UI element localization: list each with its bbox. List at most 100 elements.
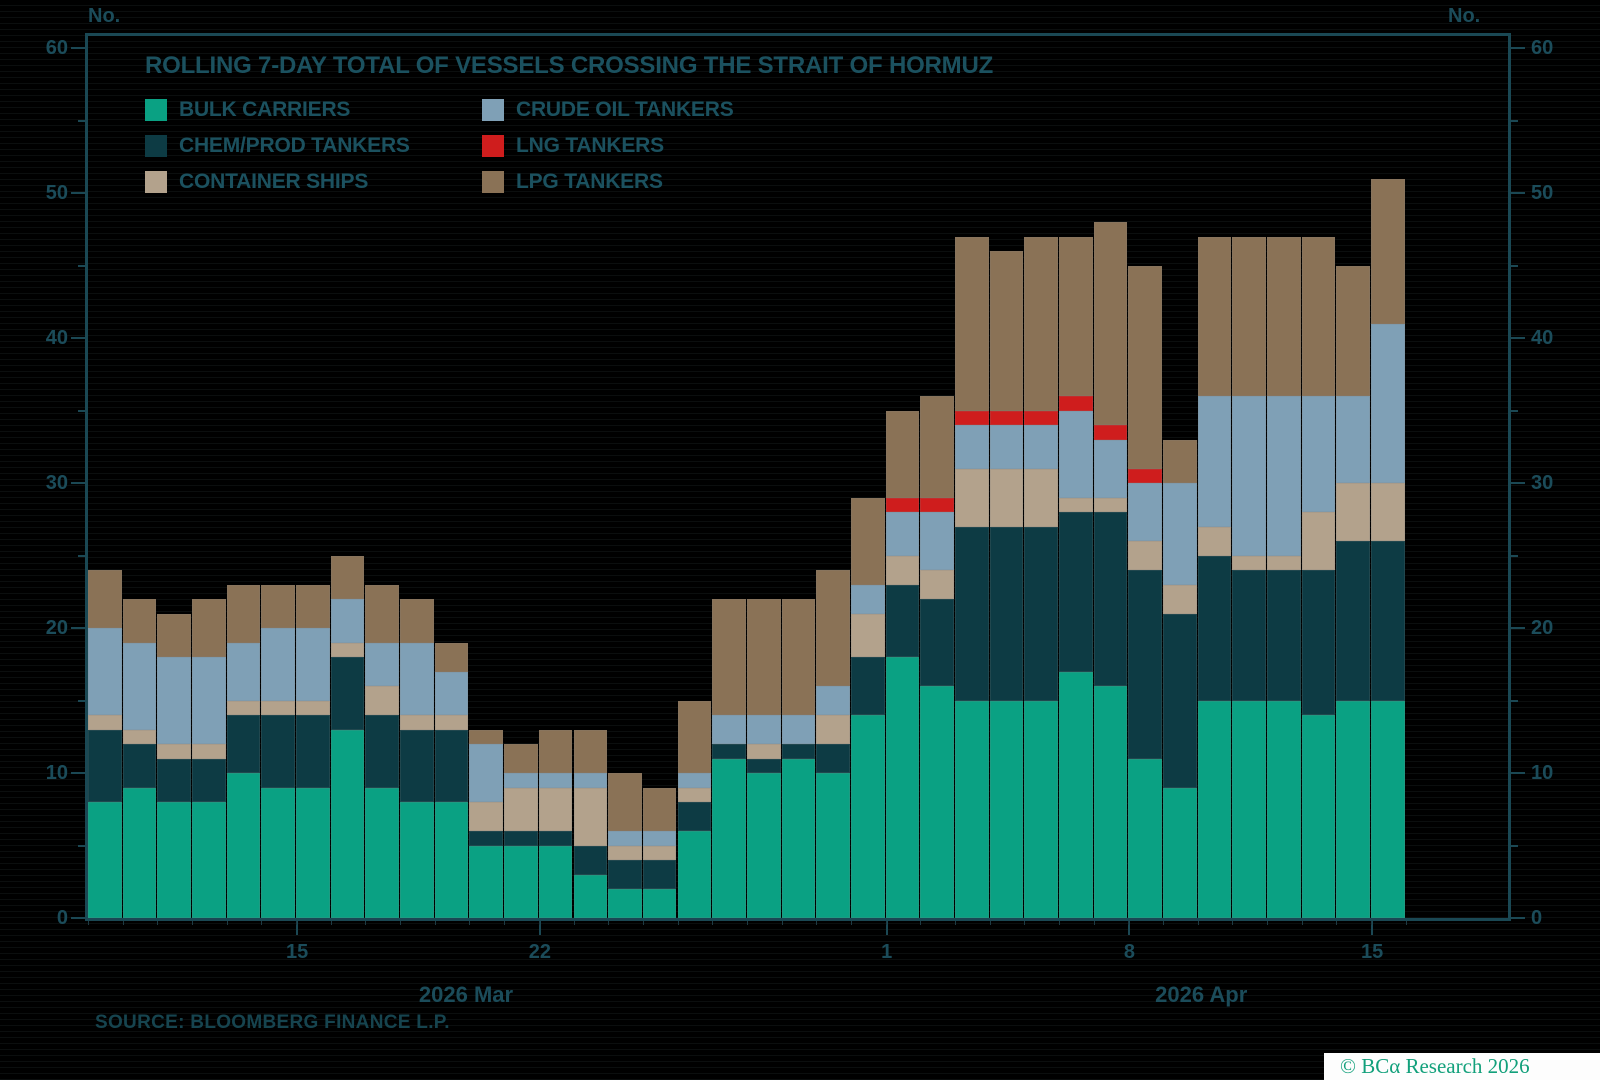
x-minor-tick bbox=[469, 921, 471, 925]
bar-segment-chem-prod-tankers bbox=[261, 715, 295, 788]
bar-segment-crude-oil-tankers bbox=[1301, 396, 1336, 512]
bar-apr-14 bbox=[1336, 36, 1371, 918]
y-minor-tick bbox=[1511, 699, 1518, 702]
bar-segment-chem-prod-tankers bbox=[746, 758, 781, 773]
bar-segment-chem-prod-tankers bbox=[400, 729, 434, 802]
x-minor-tick bbox=[157, 921, 159, 925]
y-tick-left-30 bbox=[71, 482, 85, 484]
y-tick-label-right: 0 bbox=[1531, 907, 1543, 929]
bar-segment-container-ships bbox=[122, 729, 157, 744]
bar-mar-17 bbox=[365, 36, 400, 918]
x-minor-tick bbox=[1232, 921, 1234, 925]
y-minor-tick bbox=[78, 264, 85, 267]
bar-segment-chem-prod-tankers bbox=[816, 744, 850, 773]
bar-segment-container-ships bbox=[1336, 483, 1371, 541]
x-minor-tick bbox=[538, 921, 540, 925]
bar-segment-container-ships bbox=[88, 715, 122, 730]
plot-area: ROLLING 7-DAY TOTAL OF VESSELS CROSSING … bbox=[85, 33, 1511, 921]
bar-segment-chem-prod-tankers bbox=[538, 831, 573, 846]
y-tick-right-50 bbox=[1511, 192, 1525, 194]
y-tick-label-left: 20 bbox=[45, 617, 68, 639]
bar-segment-container-ships bbox=[642, 845, 677, 860]
x-minor-tick bbox=[434, 921, 436, 925]
bar-segment-chem-prod-tankers bbox=[1163, 613, 1197, 788]
bar-segment-bulk-carriers bbox=[1301, 715, 1336, 918]
bar-apr-11 bbox=[1232, 36, 1267, 918]
bar-segment-crude-oil-tankers bbox=[608, 831, 642, 846]
x-axis-group-label: 2026 Apr bbox=[1155, 982, 1248, 1007]
bar-apr-13 bbox=[1301, 36, 1336, 918]
bar-segment-lpg-tankers bbox=[261, 584, 295, 628]
bar-apr-9 bbox=[1163, 36, 1197, 918]
bar-segment-container-ships bbox=[365, 686, 400, 715]
x-minor-tick bbox=[122, 921, 124, 925]
bar-segment-lpg-tankers bbox=[1371, 178, 1405, 324]
bar-mar-30 bbox=[816, 36, 850, 918]
bar-segment-chem-prod-tankers bbox=[226, 715, 261, 773]
bar-mar-10 bbox=[122, 36, 157, 918]
bar-segment-lpg-tankers bbox=[746, 599, 781, 715]
bar-segment-crude-oil-tankers bbox=[920, 512, 954, 570]
y-tick-right-20 bbox=[1511, 627, 1525, 629]
legend-item-bulk-carriers: BULK CARRIERS bbox=[145, 98, 350, 122]
bar-segment-crude-oil-tankers bbox=[88, 628, 122, 715]
y-tick-label-left: 40 bbox=[45, 327, 68, 349]
x-minor-tick bbox=[296, 921, 298, 925]
bar-segment-bulk-carriers bbox=[955, 700, 989, 918]
x-minor-tick bbox=[989, 921, 991, 925]
bar-mar-23 bbox=[573, 36, 608, 918]
y-minor-tick bbox=[78, 844, 85, 847]
bar-segment-bulk-carriers bbox=[122, 787, 157, 918]
legend-item-lpg-tankers: LPG TANKERS bbox=[482, 170, 663, 194]
bar-segment-crude-oil-tankers bbox=[1059, 410, 1093, 498]
bar-segment-bulk-carriers bbox=[1163, 787, 1197, 918]
bar-segment-lpg-tankers bbox=[1163, 439, 1197, 483]
x-minor-tick bbox=[330, 921, 332, 925]
x-minor-tick bbox=[1093, 921, 1095, 925]
bar-segment-crude-oil-tankers bbox=[1197, 396, 1232, 527]
bar-segment-chem-prod-tankers bbox=[1301, 570, 1336, 715]
y-minor-tick bbox=[78, 699, 85, 702]
bar-segment-container-ships bbox=[677, 787, 712, 802]
bar-segment-bulk-carriers bbox=[781, 758, 816, 918]
x-minor-tick bbox=[573, 921, 575, 925]
bar-mar-24 bbox=[608, 36, 642, 918]
y-tick-left-20 bbox=[71, 627, 85, 629]
legend-swatch bbox=[482, 135, 504, 157]
bar-segment-chem-prod-tankers bbox=[1024, 526, 1058, 701]
bar-segment-lpg-tankers bbox=[781, 599, 816, 715]
bar-segment-bulk-carriers bbox=[608, 889, 642, 918]
bar-apr-8 bbox=[1128, 36, 1162, 918]
bar-segment-bulk-carriers bbox=[296, 787, 330, 918]
bar-mar-25 bbox=[642, 36, 677, 918]
bar-segment-bulk-carriers bbox=[1267, 700, 1301, 918]
bar-segment-crude-oil-tankers bbox=[538, 773, 573, 788]
bar-segment-crude-oil-tankers bbox=[642, 831, 677, 846]
bar-segment-lng-tankers bbox=[885, 497, 920, 512]
bar-segment-lpg-tankers bbox=[538, 729, 573, 773]
bar-segment-chem-prod-tankers bbox=[330, 657, 365, 730]
bar-segment-chem-prod-tankers bbox=[608, 860, 642, 889]
bar-mar-28 bbox=[746, 36, 781, 918]
bar-apr-7 bbox=[1093, 36, 1128, 918]
y-tick-left-50 bbox=[71, 192, 85, 194]
bar-segment-crude-oil-tankers bbox=[781, 715, 816, 744]
bar-segment-bulk-carriers bbox=[1232, 700, 1267, 918]
copyright-badge: © BCα Research 2026 bbox=[1324, 1053, 1600, 1080]
bar-segment-chem-prod-tankers bbox=[885, 584, 920, 657]
x-minor-tick bbox=[1405, 921, 1407, 925]
bar-mar-29 bbox=[781, 36, 816, 918]
x-minor-tick bbox=[1371, 921, 1373, 925]
bar-segment-chem-prod-tankers bbox=[1059, 512, 1093, 672]
y-axis-unit-right: No. bbox=[1448, 5, 1481, 27]
bar-segment-lpg-tankers bbox=[885, 410, 920, 498]
bar-segment-crude-oil-tankers bbox=[885, 512, 920, 556]
y-tick-label-right: 50 bbox=[1531, 182, 1554, 204]
bar-segment-bulk-carriers bbox=[365, 787, 400, 918]
bar-segment-bulk-carriers bbox=[504, 845, 538, 918]
bar-segment-crude-oil-tankers bbox=[296, 628, 330, 701]
bar-segment-lng-tankers bbox=[1024, 410, 1058, 425]
y-tick-right-60 bbox=[1511, 47, 1525, 49]
bar-apr-10 bbox=[1197, 36, 1232, 918]
bar-segment-chem-prod-tankers bbox=[1232, 570, 1267, 701]
